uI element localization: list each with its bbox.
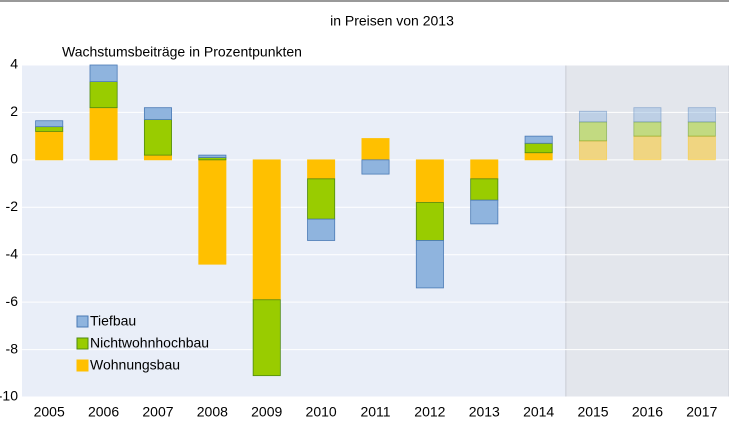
chart-title: in Preisen von 2013 xyxy=(330,13,454,29)
forecast-shade xyxy=(565,64,729,398)
y-tick-label: -6 xyxy=(6,293,19,309)
x-tick-label: 2007 xyxy=(142,404,173,420)
bar-segment xyxy=(633,121,662,137)
y-tick-label: 4 xyxy=(10,56,18,72)
bar-segment xyxy=(89,81,118,109)
bar-segment xyxy=(579,110,608,123)
bar-segment xyxy=(633,135,662,161)
bar-segment xyxy=(35,120,64,128)
x-tick-label: 2016 xyxy=(632,404,663,420)
legend-swatch xyxy=(76,315,89,328)
bar-segment xyxy=(524,142,553,154)
bar-segment xyxy=(415,202,444,241)
bar-segment xyxy=(470,199,499,225)
bar-segment xyxy=(415,240,444,289)
chart-subtitle: Wachstumsbeiträge in Prozentpunkten xyxy=(62,44,302,60)
bar-segment xyxy=(579,140,608,161)
bar-segment xyxy=(361,159,390,175)
bar-segment xyxy=(89,107,118,161)
bar-segment xyxy=(470,178,499,201)
y-tick-label: 2 xyxy=(10,103,18,119)
x-tick-label: 2011 xyxy=(360,404,390,420)
bar-segment xyxy=(89,64,118,83)
bar-segment xyxy=(35,130,64,161)
x-tick-label: 2012 xyxy=(414,404,445,420)
bar-segment xyxy=(252,299,281,377)
y-tick-label: -10 xyxy=(0,388,18,404)
bar-segment xyxy=(633,107,662,123)
x-tick-label: 2014 xyxy=(523,404,554,420)
bar-segment xyxy=(198,154,227,158)
legend-label: Nichtwohnhochbau xyxy=(90,335,209,351)
legend-swatch xyxy=(76,337,89,350)
x-tick-label: 2005 xyxy=(34,404,65,420)
legend-label: Wohnungsbau xyxy=(90,357,180,373)
bar-segment xyxy=(524,135,553,144)
bar-segment xyxy=(687,121,716,137)
x-tick-label: 2015 xyxy=(577,404,608,420)
bar-segment xyxy=(307,159,336,180)
bar-segment xyxy=(687,135,716,161)
y-tick-label: -8 xyxy=(6,340,19,356)
x-tick-label: 2009 xyxy=(251,404,282,420)
bar-segment xyxy=(143,107,172,120)
bar-segment xyxy=(470,159,499,180)
bar-segment xyxy=(687,107,716,123)
bar-segment xyxy=(35,126,64,132)
x-tick-label: 2017 xyxy=(686,404,717,420)
y-tick-label: 0 xyxy=(10,151,18,167)
y-tick-label: -4 xyxy=(6,245,19,261)
legend-label: Tiefbau xyxy=(90,313,136,329)
legend-swatch xyxy=(76,359,89,372)
x-tick-label: 2006 xyxy=(88,404,119,420)
bar-segment xyxy=(252,159,281,301)
x-tick-label: 2010 xyxy=(306,404,337,420)
bar-segment xyxy=(143,119,172,156)
bar-segment xyxy=(415,159,444,203)
x-tick-label: 2008 xyxy=(197,404,228,420)
x-tick-label: 2013 xyxy=(469,404,500,420)
bar-segment xyxy=(143,154,172,161)
bar-segment xyxy=(307,218,336,241)
bar-segment xyxy=(198,159,227,265)
bar-segment xyxy=(361,138,390,161)
bar-segment xyxy=(524,152,553,161)
bar-segment xyxy=(307,178,336,220)
bar-segment xyxy=(579,121,608,142)
y-tick-label: -2 xyxy=(6,198,19,214)
